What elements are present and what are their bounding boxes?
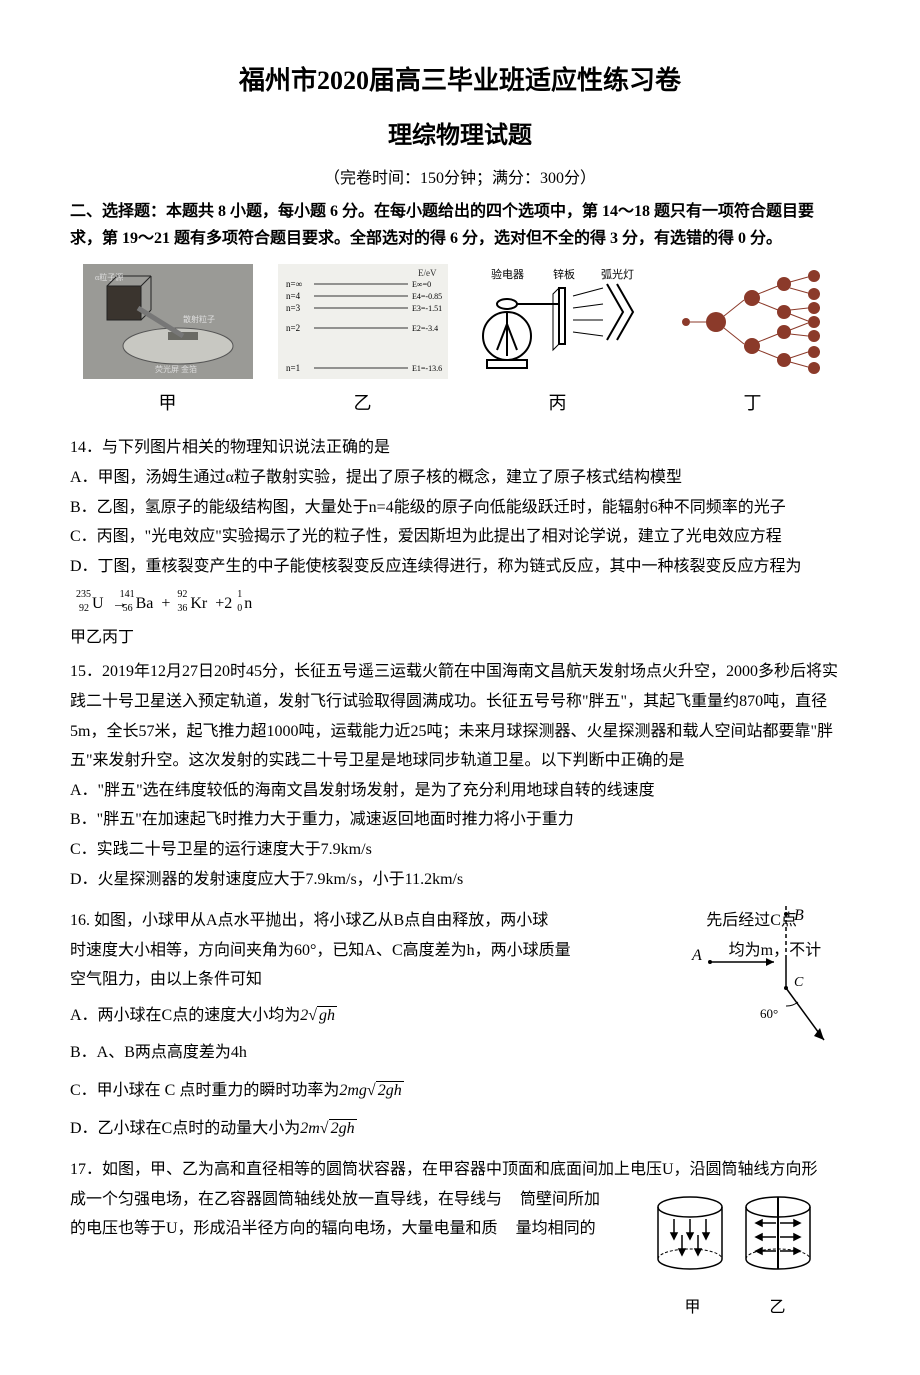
fig-c-label: 丙 bbox=[549, 389, 567, 415]
svg-text:n=∞: n=∞ bbox=[286, 279, 302, 289]
figure-b: E/eV n=∞ E∞=0 n=4 E4=-0.85 n=3 E3=-1.51 n=2… bbox=[278, 264, 448, 379]
q17-figure-wrap: 甲 乙 bbox=[650, 1189, 820, 1323]
figures-row: α粒子源 散射粒子 荧光屏 金箔 E/eV n=∞ E∞=0 n=4 E4=-0.8… bbox=[70, 264, 850, 379]
instr-line-2: 求，第 19～21 题有多项符合题目要求。全部选对的得 6 分，选对但不全的得 … bbox=[70, 230, 782, 247]
q14-opt-b: B．乙图，氢原子的能级结构图，大量处于n=4能级的原子向低能级跃迁时，能辐射6种… bbox=[70, 493, 850, 523]
q16-block: B A C 60° 16. 如图，小球甲从A点水平抛出，将小球乙从B点自由释放，… bbox=[70, 906, 850, 1143]
svg-text:荧光屏 金箔: 荧光屏 金箔 bbox=[155, 364, 197, 374]
fig-d-label: 丁 bbox=[744, 389, 762, 415]
q17-stem-e: 量均相同的 bbox=[516, 1220, 596, 1237]
q15-opt-c: C．实践二十号卫星的运行速度大于7.9km/s bbox=[70, 835, 850, 865]
exam-info: （完卷时间：150分钟；满分：300分） bbox=[70, 164, 850, 188]
q17-stem-d: 的电压也等于U，形成沿半径方向的辐向电场，大量电量和质 bbox=[70, 1220, 498, 1237]
section-instructions: 二、选择题：本题共 8 小题，每小题 6 分。在每小题给出的四个选项中，第 14… bbox=[70, 198, 850, 252]
instr-line-1: 二、选择题：本题共 8 小题，每小题 6 分。在每小题给出的四个选项中，第 14… bbox=[70, 203, 814, 220]
q15-block: 15．2019年12月27日20时45分，长征五号遥三运载火箭在中国海南文昌航天… bbox=[70, 657, 850, 894]
q17-stem-b: 成一个匀强电场，在乙容器圆筒轴线处放一直导线，在导线与 bbox=[70, 1191, 502, 1208]
svg-text:α粒子源: α粒子源 bbox=[95, 272, 123, 282]
svg-text:C: C bbox=[794, 975, 804, 990]
fig-a-label: 甲 bbox=[159, 389, 177, 415]
sub-title: 理综物理试题 bbox=[70, 115, 850, 150]
q17-stem-a: 17．如图，甲、乙为高和直径相等的圆筒状容器，在甲容器中顶面和底面间加上电压U，… bbox=[70, 1155, 850, 1185]
q15-opt-a: A．"胖五"选在纬度较低的海南文昌发射场发射，是为了充分利用地球自转的线速度 bbox=[70, 776, 850, 806]
figure-a-svg: α粒子源 散射粒子 荧光屏 金箔 bbox=[83, 264, 253, 379]
fig-c-right-label: 弧光灯 bbox=[601, 267, 634, 281]
q15-opt-b: B．"胖五"在加速起飞时推力大于重力，减速返回地面时推力将小于重力 bbox=[70, 805, 850, 835]
svg-text:E3=-1.51: E3=-1.51 bbox=[412, 304, 442, 313]
q16-stem-e: 空气阻力，由以上条件可知 bbox=[70, 971, 262, 988]
q17-stem-c: 筒壁间所加 bbox=[520, 1191, 600, 1208]
figure-c-svg: 验电器 锌板 弧光灯 bbox=[473, 264, 643, 379]
svg-text:n=3: n=3 bbox=[286, 303, 301, 313]
q16-stem-c: 时速度大小相等，方向间夹角为60°，已知A、C高度差为h，两小球质量 bbox=[70, 942, 571, 959]
q17-fig-a-label: 甲 bbox=[684, 1293, 700, 1323]
q15-opt-d: D．火星探测器的发射速度应大于7.9km/s，小于11.2km/s bbox=[70, 865, 850, 895]
figure-c: 验电器 锌板 弧光灯 bbox=[473, 264, 643, 379]
svg-text:E2=-3.4: E2=-3.4 bbox=[412, 324, 438, 333]
q15-stem: 15．2019年12月27日20时45分，长征五号遥三运载火箭在中国海南文昌航天… bbox=[70, 657, 850, 775]
lvl-einf: E/eV bbox=[418, 268, 437, 278]
fig-c-mid-label: 锌板 bbox=[553, 267, 575, 281]
q14-stem: 14．与下列图片相关的物理知识说法正确的是 bbox=[70, 433, 850, 463]
svg-text:n=4: n=4 bbox=[286, 291, 301, 301]
q14-opt-d: D．丁图，重核裂变产生的中子能使核裂变反应连续得进行，称为链式反应，其中一种核裂… bbox=[70, 552, 850, 582]
svg-text:B: B bbox=[794, 907, 804, 924]
svg-text:E∞=0: E∞=0 bbox=[412, 280, 431, 289]
q16-opt-c: C．甲小球在 C 点时重力的瞬时功率为2mg√2gh bbox=[70, 1076, 850, 1106]
svg-text:n=2: n=2 bbox=[286, 323, 300, 333]
figure-d-svg bbox=[668, 264, 838, 379]
q17-fig-b-label: 乙 bbox=[769, 1293, 785, 1323]
q16-stem-a: 16. 如图，小球甲从A点水平抛出，将小球乙从B点自由释放，两小球 bbox=[70, 912, 548, 929]
q16-opt-d: D．乙小球在C点时的动量大小为2m√2gh bbox=[70, 1114, 850, 1144]
svg-text:E1=-13.6: E1=-13.6 bbox=[412, 364, 442, 373]
q14-opt-c: C．丙图，"光电效应"实验揭示了光的粒子性，爱因斯坦为此提出了相对论学说，建立了… bbox=[70, 522, 850, 552]
svg-text:A: A bbox=[691, 947, 702, 964]
figure-b-svg: E/eV n=∞ E∞=0 n=4 E4=-0.85 n=3 E3=-1.51 n=2… bbox=[278, 264, 448, 379]
q17-figure bbox=[650, 1189, 820, 1279]
q14-opt-a: A．甲图，汤姆生通过α粒子散射实验，提出了原子核的概念，建立了原子核式结构模型 bbox=[70, 463, 850, 493]
nuclear-equation: 235 92 U → 141 56 Ba + 92 36 Kr +2 1 0 n bbox=[92, 595, 850, 613]
svg-text:散射粒子: 散射粒子 bbox=[183, 314, 215, 324]
main-title: 福州市2020届高三毕业班适应性练习卷 bbox=[70, 60, 850, 97]
figure-d bbox=[668, 264, 838, 379]
figure-a: α粒子源 散射粒子 荧光屏 金箔 bbox=[83, 264, 253, 379]
svg-text:n=1: n=1 bbox=[286, 363, 300, 373]
fig-c-left-label: 验电器 bbox=[491, 267, 524, 281]
q16-figure: B A C 60° bbox=[690, 906, 830, 1046]
svg-text:E4=-0.85: E4=-0.85 bbox=[412, 292, 442, 301]
q17-fig-labels: 甲 乙 bbox=[650, 1293, 820, 1323]
q17-block: 17．如图，甲、乙为高和直径相等的圆筒状容器，在甲容器中顶面和底面间加上电压U，… bbox=[70, 1155, 850, 1323]
fig-labels-row: 甲乙丙丁 bbox=[70, 623, 850, 647]
figure-labels: 甲 乙 丙 丁 bbox=[70, 389, 850, 415]
svg-text:60°: 60° bbox=[760, 1006, 778, 1021]
fig-b-label: 乙 bbox=[354, 389, 372, 415]
q14-block: 14．与下列图片相关的物理知识说法正确的是 A．甲图，汤姆生通过α粒子散射实验，… bbox=[70, 433, 850, 581]
